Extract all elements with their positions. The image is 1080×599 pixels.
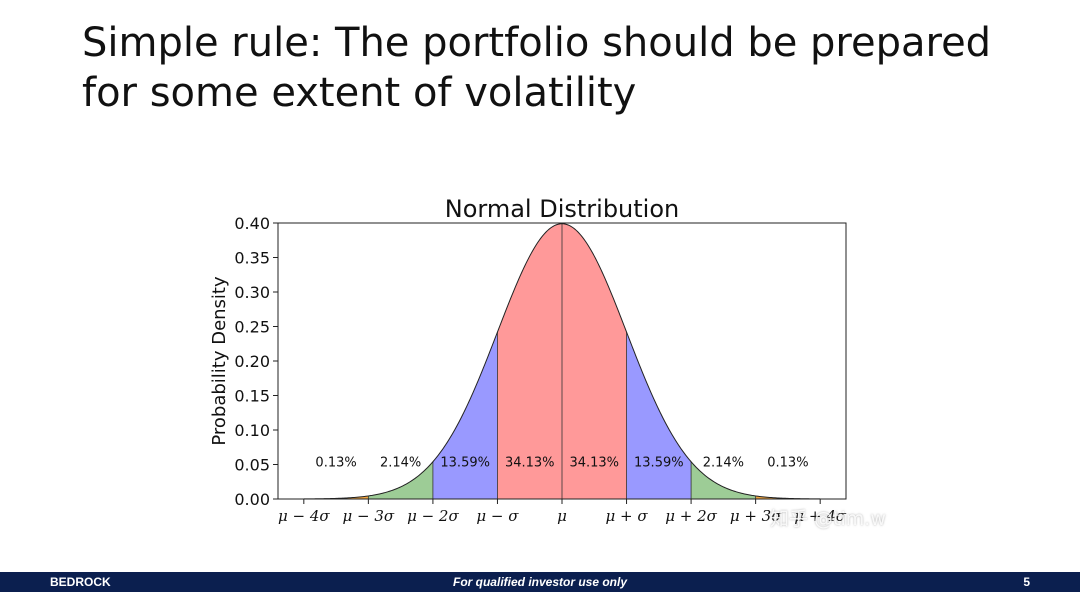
y-tick-label-6: 0.30 [234, 283, 270, 302]
density-curve [303, 223, 821, 500]
y-tick-label-5: 0.25 [234, 318, 270, 337]
y-tick-label-2: 0.10 [234, 421, 270, 440]
footer-brand: BEDROCK [50, 575, 111, 589]
watermark: 知乎 @tim.w [770, 508, 886, 530]
y-tick-label-8: 0.40 [234, 214, 270, 233]
slide-title-line-2: for some extent of volatility [82, 70, 637, 116]
x-tick-label-5: μ + σ [605, 507, 648, 525]
x-tick-label-2: μ − 2σ [407, 507, 459, 525]
band-1 [368, 461, 433, 499]
y-axis-ticks: 0.00 0.05 0.10 0.15 0.20 0.25 0.30 0.35 0.40 [234, 214, 278, 509]
normal-distribution-chart: 0.00 0.05 0.10 0.15 0.20 0.25 0.30 0.35 0.40 μ −… [209, 195, 847, 525]
percent-label-3: 34.13% [505, 456, 555, 471]
y-tick-label-0: 0.00 [234, 490, 270, 509]
slide-title-line-1: Simple rule: The portfolio should be pre… [82, 20, 992, 66]
divider-layer [367, 223, 757, 499]
band-3 [497, 223, 562, 500]
y-axis-label: Probability Density [209, 276, 230, 446]
y-tick-label-4: 0.20 [234, 352, 270, 371]
slide-title: Simple rule: The portfolio should be pre… [82, 18, 1042, 118]
x-tick-label-3: μ − σ [476, 507, 519, 525]
chart-title: Normal Distribution [445, 195, 679, 223]
percent-label-0: 0.13% [315, 456, 356, 471]
y-tick-label-7: 0.35 [234, 249, 270, 268]
percent-labels: 0.13% 2.14% 13.59% 34.13% 34.13% 13.59% 2.14% 0… [315, 456, 808, 471]
x-tick-label-0: μ − 4σ [278, 507, 330, 525]
footer-bar: BEDROCK For qualified investor use only … [0, 572, 1080, 592]
percent-label-2: 13.59% [440, 456, 490, 471]
percent-label-6: 2.14% [703, 456, 744, 471]
x-axis-ticks: μ − 4σ μ − 3σ μ − 2σ μ − σ μ μ + σ μ + 2σ μ + 3… [278, 499, 847, 525]
x-tick-label-8: μ + 4σ [794, 507, 846, 525]
x-tick-label-4: μ [557, 507, 567, 525]
x-tick-label-6: μ + 2σ [665, 507, 717, 525]
band-7 [755, 495, 821, 499]
percent-label-7: 0.13% [767, 456, 808, 471]
band-6 [691, 461, 756, 499]
percent-label-1: 2.14% [380, 456, 421, 471]
percent-label-4: 34.13% [569, 456, 619, 471]
x-tick-label-7: μ + 3σ [730, 507, 782, 525]
band-4 [562, 223, 627, 500]
y-tick-label-1: 0.05 [234, 456, 270, 475]
footer-disclaimer: For qualified investor use only [452, 575, 628, 589]
x-tick-label-1: μ − 3σ [343, 507, 395, 525]
page-number: 5 [1023, 575, 1030, 589]
y-tick-label-3: 0.15 [234, 387, 270, 406]
band-0 [303, 495, 369, 499]
percent-label-5: 13.59% [634, 456, 684, 471]
